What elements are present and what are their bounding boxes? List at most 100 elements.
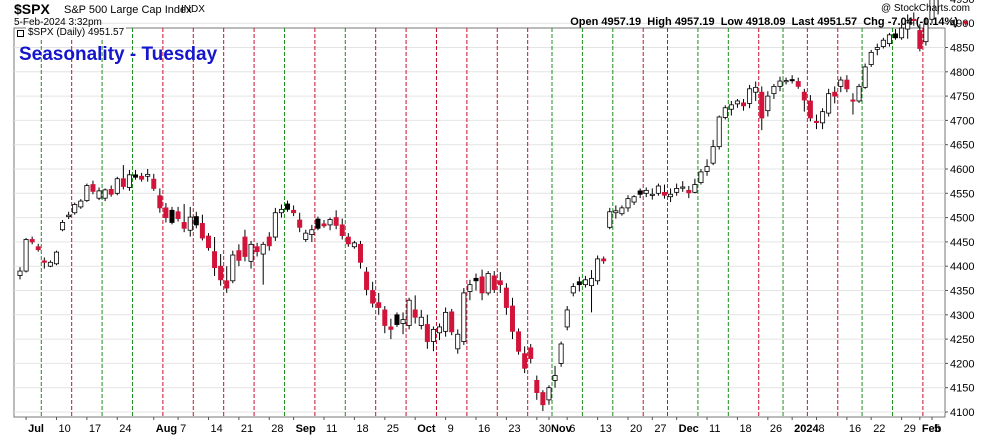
last-value: 4951.57 — [817, 16, 858, 28]
candle-up — [868, 51, 874, 65]
down-arrow-icon: ▼ — [961, 18, 970, 28]
candle-up — [649, 193, 655, 196]
candle-up — [886, 34, 892, 45]
candle-up — [595, 258, 601, 282]
y-tick-label: 4650 — [950, 140, 974, 152]
candle-down — [224, 280, 230, 289]
candle-down — [801, 91, 807, 101]
candle-down — [35, 246, 41, 251]
tuesday-vertical-lines — [40, 28, 924, 417]
x-tick-label: 2024 — [794, 423, 819, 435]
x-tick-label: 13 — [600, 423, 612, 435]
candle-up — [765, 95, 771, 112]
candle-up — [619, 207, 625, 215]
candle-down — [759, 91, 765, 119]
watermark: @ StockCharts.com — [880, 3, 970, 14]
candle-up — [747, 88, 753, 104]
candle-down — [205, 235, 211, 249]
candle-down — [254, 246, 260, 253]
candle-down — [120, 178, 126, 187]
open-label: Open — [570, 16, 599, 28]
y-tick-label: 4450 — [950, 237, 974, 249]
x-tick-label: 27 — [654, 423, 666, 435]
symbol-description: S&P 500 Large Cap Index — [64, 4, 192, 16]
candle-up — [430, 328, 436, 342]
candle-up — [838, 79, 844, 87]
candle-up — [309, 229, 315, 236]
candle-up — [230, 254, 236, 282]
candle-down — [911, 18, 917, 21]
candle-up — [437, 326, 443, 334]
candle-down — [795, 81, 801, 87]
x-tick-label: 26 — [770, 423, 782, 435]
candle-down — [376, 302, 382, 308]
candle-up — [260, 243, 266, 255]
candle-up — [874, 47, 880, 50]
candle-down — [297, 219, 303, 228]
y-tick-label: 4800 — [950, 67, 974, 79]
change-value: -7.04 (-0.14%) — [887, 16, 958, 28]
x-tick-label: 29 — [904, 423, 916, 435]
y-tick-label: 4350 — [950, 286, 974, 298]
candle-down — [534, 380, 540, 393]
candle-up — [771, 85, 777, 95]
candle-up — [631, 196, 637, 203]
symbol-label: $SPX — [14, 1, 50, 17]
candle-down — [661, 191, 667, 196]
y-axis: 4100 4150 4200 4250 4300 4350 4400 4450 4500 4550… — [945, 0, 974, 419]
candle-down — [266, 236, 272, 247]
candle-up — [455, 333, 461, 350]
candle-down — [333, 217, 339, 226]
candle-down — [741, 102, 747, 107]
y-tick-label: 4500 — [950, 213, 974, 225]
x-tick-label: 24 — [119, 423, 131, 435]
x-tick-label: 22 — [873, 423, 885, 435]
candle-up — [680, 186, 686, 189]
candle-up — [716, 116, 722, 148]
y-tick-label: 4100 — [950, 407, 974, 419]
candle-down — [601, 258, 607, 262]
candle-up — [704, 166, 710, 172]
x-tick-label: 11 — [326, 423, 337, 435]
candle-up — [126, 174, 132, 188]
candlestick-series — [17, 0, 939, 412]
quote-line: Open 4957.19 High 4957.19 Low 4918.09 La… — [570, 16, 958, 28]
y-tick-label: 4250 — [950, 334, 974, 346]
candle-up — [728, 104, 734, 110]
y-tick-label: 4400 — [950, 261, 974, 273]
candle-up — [862, 66, 868, 88]
candle-up — [856, 85, 862, 102]
candle-down — [540, 392, 546, 406]
x-tick-label: 23 — [508, 423, 520, 435]
candle-up — [643, 189, 649, 194]
chart-title: Seasonality - Tuesday — [19, 44, 218, 65]
candle-up — [327, 219, 333, 226]
candle-up — [564, 309, 570, 328]
candle-down — [157, 195, 163, 209]
candle-down — [807, 100, 813, 119]
candle-up — [248, 243, 254, 262]
candle-up — [17, 270, 23, 276]
candle-up — [546, 387, 552, 401]
candle-up — [96, 190, 102, 199]
candle-up — [187, 216, 193, 231]
x-tick-label: Jul — [28, 423, 44, 435]
y-tick-label: 4900 — [950, 18, 974, 30]
candle-up — [923, 23, 929, 43]
candle-up — [443, 311, 449, 332]
candle-up — [23, 239, 29, 272]
candle-up — [929, 0, 935, 20]
candle-up — [303, 232, 309, 240]
candle-up — [400, 319, 406, 324]
y-tick-label: 4750 — [950, 91, 974, 103]
x-tick-label: Feb — [922, 423, 942, 435]
candle-down — [497, 280, 503, 286]
candle-up — [552, 375, 558, 381]
candle-black — [637, 190, 643, 195]
candle-down — [479, 276, 485, 294]
candle-up — [905, 20, 911, 30]
x-tick-label: 11 — [709, 423, 720, 435]
candle-down — [151, 178, 157, 189]
x-tick-label: 17 — [89, 423, 101, 435]
low-label: Low — [720, 16, 743, 28]
